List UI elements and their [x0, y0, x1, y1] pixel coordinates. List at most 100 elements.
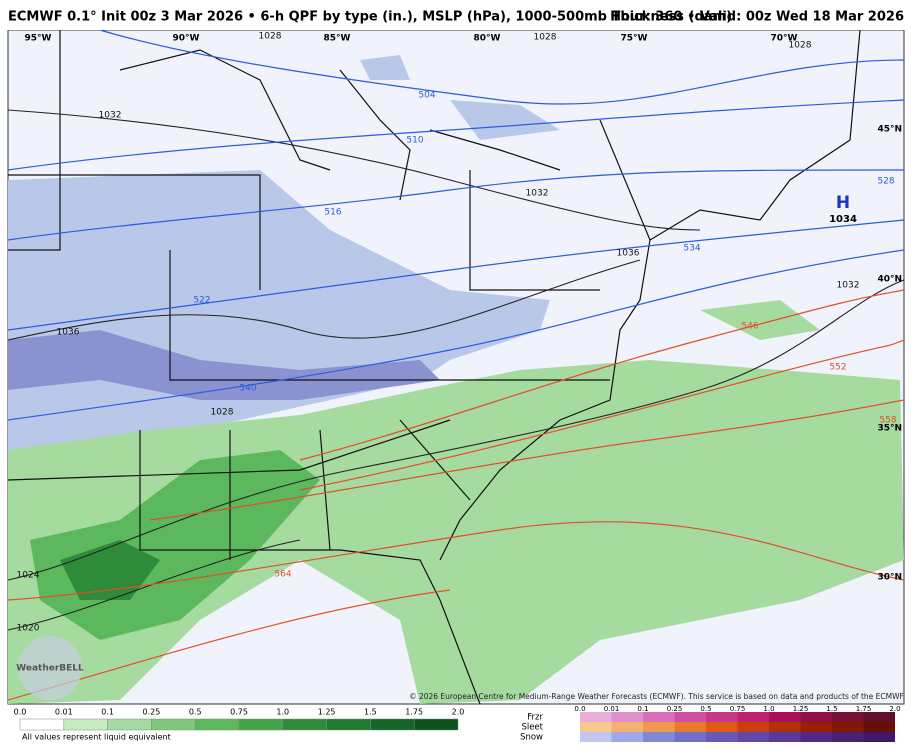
longitude-label: 75°W	[621, 34, 648, 44]
latitude-label: 40°N	[877, 275, 902, 285]
legend-note: All values represent liquid equivalent	[22, 733, 171, 742]
type-swatch	[674, 722, 706, 732]
type-scale-label: 1.5	[826, 705, 837, 713]
type-scale-label: 0.01	[604, 705, 620, 713]
type-swatch	[643, 722, 675, 732]
type-swatch	[737, 722, 769, 732]
pressure-label: 1028	[211, 408, 234, 418]
pressure-label: 1020	[17, 624, 40, 634]
type-swatch	[706, 732, 738, 742]
type-swatch	[863, 712, 895, 722]
thickness-label: 558	[879, 416, 896, 426]
header-bar	[0, 0, 913, 30]
type-scale-label: 0.1	[637, 705, 648, 713]
thickness-contour-warm	[7, 289, 905, 701]
thickness-contour-cold	[7, 29, 905, 421]
type-swatch	[611, 712, 643, 722]
type-swatch	[580, 732, 612, 742]
borders	[7, 29, 861, 705]
rain-scale-label: 1.25	[318, 708, 336, 717]
type-scale-label: 1.25	[793, 705, 809, 713]
rain-swatch	[413, 718, 459, 731]
pressure-label: 1028	[534, 33, 557, 43]
type-swatch	[674, 712, 706, 722]
rain-swatch	[19, 718, 65, 731]
type-scale-label: 1.0	[763, 705, 774, 713]
type-swatch	[800, 722, 832, 732]
thickness-label: 522	[193, 296, 210, 306]
type-swatch	[737, 712, 769, 722]
rain-scale-label: 0.0	[14, 708, 27, 717]
type-scale-label: 0.25	[667, 705, 683, 713]
type-swatch	[643, 712, 675, 722]
longitude-label: 90°W	[173, 34, 200, 44]
logo: WeatherBELL	[16, 664, 84, 674]
type-swatch	[800, 712, 832, 722]
rain-scale-label: 1.5	[364, 708, 377, 717]
type-swatch	[611, 722, 643, 732]
pressure-label: 1024	[17, 571, 40, 581]
type-swatch	[769, 712, 801, 722]
rain-swatch	[194, 718, 240, 731]
rain-scale-label: 2.0	[452, 708, 465, 717]
type-swatch	[674, 732, 706, 742]
thickness-label: 510	[406, 136, 423, 146]
rain-scale-label: 1.75	[405, 708, 423, 717]
header-title: ECMWF 0.1° Init 00z 3 Mar 2026 • 6-h QPF…	[8, 10, 732, 25]
rain-scale-label: 0.25	[142, 708, 160, 717]
thickness-label: 516	[324, 208, 341, 218]
type-swatch	[737, 732, 769, 742]
rain-scale-label: 0.5	[189, 708, 202, 717]
latitude-label: 30°N	[877, 573, 902, 583]
labels: 95°W 90°W 85°W 80°W 75°W 70°W 45°N 40°N 35°N 30°N…	[14, 32, 902, 743]
type-swatch	[800, 732, 832, 742]
snow-area	[360, 55, 560, 140]
longitude-label: 85°W	[324, 34, 351, 44]
rain-swatch	[370, 718, 415, 731]
thickness-label: 534	[683, 244, 700, 254]
precip-type-label: Sleet	[521, 723, 543, 733]
high-pressure: 1034	[829, 214, 857, 225]
type-scale-label: 1.75	[856, 705, 872, 713]
rain-area	[700, 300, 820, 340]
rain-swatch	[63, 718, 108, 731]
rain-scale-label: 0.1	[101, 708, 114, 717]
longitude-label: 80°W	[474, 34, 501, 44]
precip-type-label: Snow	[520, 733, 543, 743]
pressure-label: 1032	[99, 111, 122, 121]
type-swatch	[832, 732, 864, 742]
rain-area	[8, 360, 904, 704]
rain-heavy-area	[60, 540, 160, 600]
thickness-label: 540	[239, 384, 256, 394]
type-swatch	[863, 732, 895, 742]
latitude-label: 35°N	[877, 424, 902, 434]
type-scale-label: 2.0	[889, 705, 900, 713]
high-symbol: H	[836, 193, 850, 213]
type-scale-label: 0.5	[700, 705, 711, 713]
type-swatch	[580, 712, 612, 722]
pressure-contour	[7, 109, 905, 631]
type-swatch	[832, 712, 864, 722]
type-swatch	[643, 732, 675, 742]
rain-scale-label: 0.01	[55, 708, 73, 717]
pressure-label: 1036	[617, 249, 640, 259]
type-swatch	[580, 722, 612, 732]
type-swatch	[706, 722, 738, 732]
pressure-label: 1036	[57, 328, 80, 338]
type-scale-label: 0.75	[730, 705, 746, 713]
thickness-label: 552	[829, 363, 846, 373]
rain-swatch	[151, 718, 196, 731]
thickness-label: 528	[877, 177, 894, 187]
snow-heavy-area	[8, 330, 440, 400]
thickness-label: 564	[274, 570, 291, 580]
type-swatch	[769, 732, 801, 742]
latitude-label: 45°N	[877, 125, 902, 135]
longitude-label: 70°W	[771, 34, 798, 44]
header-valid: Hour: 360 • Valid: 00z Wed 18 Mar 2026	[610, 10, 904, 25]
rain-swatch	[107, 718, 152, 731]
thickness-label: 546	[741, 322, 758, 332]
longitude-label: 95°W	[25, 34, 52, 44]
pressure-label: 1032	[526, 189, 549, 199]
rain-scale-label: 1.0	[276, 708, 289, 717]
